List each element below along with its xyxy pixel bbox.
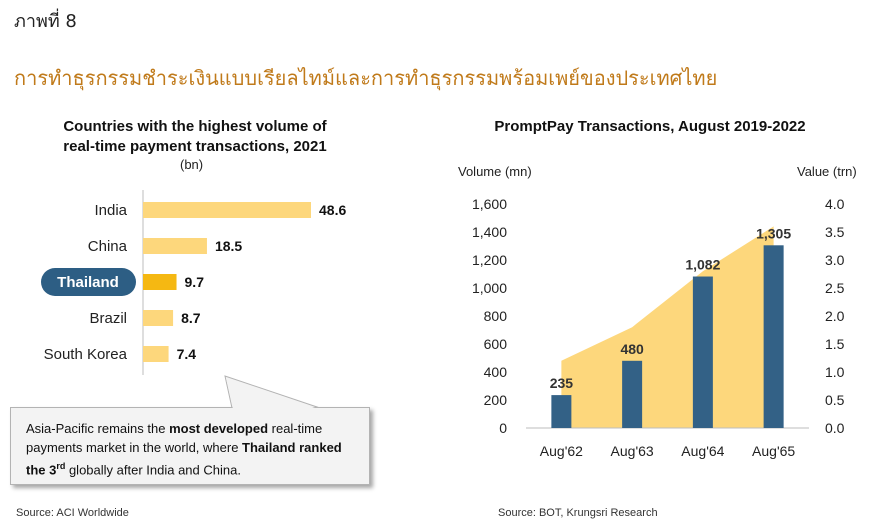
right-tick-label: 2.0 bbox=[825, 308, 845, 324]
page-headline: การทำธุรกรรมชำระเงินแบบเรียลไทม์และการทำ… bbox=[14, 66, 718, 90]
left-chart-title: Countries with the highest volume of rea… bbox=[30, 117, 360, 157]
x-tick-label: Aug'62 bbox=[540, 443, 583, 459]
left-tick-label: 1,400 bbox=[472, 224, 507, 240]
value-label: 48.6 bbox=[319, 202, 346, 218]
left-axis-label: Volume (mn) bbox=[458, 164, 532, 179]
left-tick-label: 1,600 bbox=[472, 196, 507, 212]
value-label: 18.5 bbox=[215, 238, 242, 254]
left-tick-label: 600 bbox=[484, 336, 508, 352]
bar-thailand bbox=[143, 274, 177, 290]
callout-box bbox=[10, 407, 370, 485]
left-tick-label: 1,200 bbox=[472, 252, 507, 268]
right-combo-chart: 0 200 400 600 800 1,000 1,200 1,400 1,600 0.0 0.5 1… bbox=[472, 196, 845, 459]
x-tick-label: Aug'63 bbox=[611, 443, 654, 459]
callout-part3: globally after India and China. bbox=[65, 462, 241, 478]
category-label: Brazil bbox=[89, 310, 127, 327]
callout-text: Asia-Pacific remains the most developed … bbox=[26, 419, 356, 479]
value-area bbox=[561, 226, 774, 428]
bar-value-label: 235 bbox=[550, 375, 574, 391]
bar-china bbox=[143, 238, 207, 254]
value-label: 9.7 bbox=[185, 274, 205, 290]
right-tick-label: 0.0 bbox=[825, 420, 845, 436]
category-label: South Korea bbox=[44, 346, 128, 363]
left-chart-title-line1: Countries with the highest volume of bbox=[63, 118, 327, 135]
right-tick-label: 4.0 bbox=[825, 196, 845, 212]
left-source: Source: ACI Worldwide bbox=[16, 507, 129, 519]
callout-part2: real-time payments market in the world, … bbox=[26, 421, 323, 455]
category-label: Thailand bbox=[57, 274, 119, 291]
right-tick-label: 1.0 bbox=[825, 364, 845, 380]
volume-bar bbox=[622, 360, 643, 428]
bar-brazil bbox=[143, 310, 174, 326]
bar-value-label: 1,082 bbox=[685, 257, 720, 273]
right-axis-label: Value (trn) bbox=[797, 164, 857, 179]
left-tick-label: 200 bbox=[484, 392, 508, 408]
bar-value-label: 1,305 bbox=[756, 225, 791, 241]
callout-bold2: Thailand ranked the 3 bbox=[26, 440, 342, 478]
right-tick-label: 3.5 bbox=[825, 224, 845, 240]
callout-pointer-fill bbox=[226, 378, 318, 409]
volume-bar bbox=[692, 276, 713, 428]
bar-value-label: 480 bbox=[620, 341, 644, 357]
category-label: China bbox=[88, 238, 128, 255]
right-chart-title: PromptPay Transactions, August 2019-2022 bbox=[494, 118, 806, 135]
right-source: Source: BOT, Krungsri Research bbox=[498, 507, 658, 519]
callout-bold1: most developed bbox=[169, 421, 269, 436]
bar-south-korea bbox=[143, 346, 169, 362]
x-tick-label: Aug'64 bbox=[681, 443, 724, 459]
left-tick-label: 400 bbox=[484, 364, 508, 380]
left-bar-chart: India 48.6 China 18.5 Thailand 9.7 Brazil 8.7 So… bbox=[41, 190, 346, 375]
volume-bar bbox=[551, 395, 572, 428]
right-tick-label: 0.5 bbox=[825, 392, 845, 408]
left-tick-label: 800 bbox=[484, 308, 508, 324]
volume-bar bbox=[763, 245, 784, 428]
value-label: 7.4 bbox=[177, 346, 197, 362]
left-chart-unit: (bn) bbox=[180, 157, 204, 172]
category-label: India bbox=[94, 202, 127, 219]
callout-part1: Asia-Pacific remains the bbox=[26, 421, 170, 436]
bar-india bbox=[143, 202, 311, 218]
right-tick-label: 2.5 bbox=[825, 280, 845, 296]
right-tick-label: 3.0 bbox=[825, 252, 845, 268]
left-tick-label: 0 bbox=[499, 420, 507, 436]
figure-label: ภาพที่ 8 bbox=[14, 11, 77, 32]
x-tick-label: Aug'65 bbox=[752, 443, 795, 459]
highlight-pill bbox=[41, 268, 136, 296]
callout-sup: rd bbox=[56, 461, 66, 471]
left-tick-label: 1,000 bbox=[472, 280, 507, 296]
left-chart-title-line2: real-time payment transactions, 2021 bbox=[63, 138, 327, 155]
value-label: 8.7 bbox=[181, 310, 201, 326]
right-tick-label: 1.5 bbox=[825, 336, 845, 352]
